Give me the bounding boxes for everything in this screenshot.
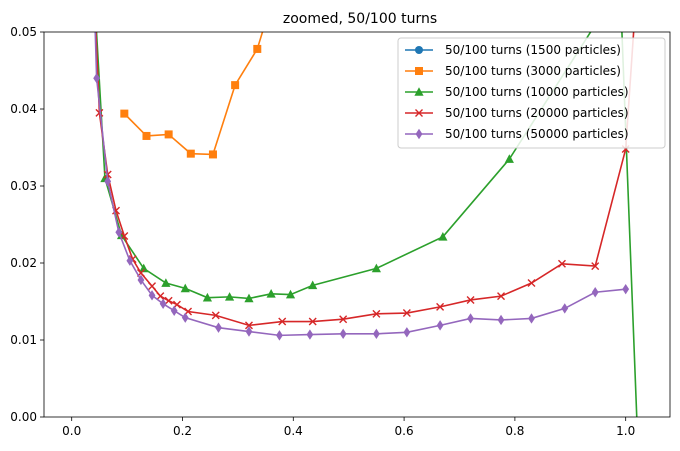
series-line-1 bbox=[123, 32, 264, 156]
legend: 50/100 turns (1500 particles) 50/100 turn… bbox=[397, 37, 666, 149]
legend-label: 50/100 turns (1500 particles) bbox=[445, 43, 621, 57]
data-point bbox=[497, 314, 505, 326]
y-tick-label: 0.01 bbox=[10, 333, 37, 347]
data-point bbox=[93, 73, 101, 84]
data-point bbox=[126, 255, 134, 266]
legend-entry-4: 50/100 turns (50000 particles) bbox=[405, 127, 629, 141]
data-point bbox=[245, 326, 253, 337]
legend-entry-2: 50/100 turns (10000 particles) bbox=[405, 85, 629, 99]
y-tick-label: 0.03 bbox=[10, 179, 37, 193]
data-point bbox=[159, 298, 167, 310]
data-point bbox=[285, 289, 296, 299]
legend-entry-1: 50/100 turns (3000 particles) bbox=[405, 64, 621, 78]
data-point bbox=[244, 321, 253, 330]
data-point bbox=[186, 149, 195, 158]
data-point bbox=[591, 287, 599, 298]
legend-label: 50/100 turns (3000 particles) bbox=[445, 64, 621, 78]
legend-marker bbox=[415, 128, 423, 140]
x-tick-label: 1.0 bbox=[616, 424, 635, 438]
data-point bbox=[371, 263, 381, 273]
series-layer bbox=[93, 32, 638, 417]
data-point bbox=[436, 320, 444, 331]
data-point bbox=[372, 328, 380, 340]
data-point bbox=[527, 279, 536, 288]
data-point bbox=[403, 327, 411, 338]
data-point bbox=[436, 302, 445, 311]
data-point bbox=[528, 313, 535, 324]
data-point bbox=[402, 309, 411, 318]
legend-marker bbox=[415, 109, 423, 117]
data-point bbox=[95, 108, 104, 117]
data-point bbox=[339, 315, 348, 324]
axes-layer: 0.0 0.2 0.4 0.6 0.8 1.0 0.00 0.01 0.02 0.03 0.04 0.… bbox=[10, 25, 635, 438]
data-point bbox=[308, 317, 317, 326]
data-point bbox=[148, 290, 156, 301]
legend-marker bbox=[415, 67, 423, 75]
data-point bbox=[306, 329, 314, 340]
data-point bbox=[467, 313, 474, 324]
data-point bbox=[466, 295, 475, 304]
data-point bbox=[156, 292, 165, 301]
data-point bbox=[622, 283, 630, 295]
x-tick-label: 0.2 bbox=[173, 424, 192, 438]
data-point bbox=[115, 227, 123, 238]
data-point bbox=[224, 292, 235, 301]
data-point bbox=[139, 263, 149, 273]
legend-marker bbox=[414, 87, 424, 96]
data-point bbox=[202, 292, 213, 302]
data-point bbox=[137, 274, 145, 286]
legend-marker bbox=[415, 46, 423, 54]
series-1 bbox=[120, 32, 264, 159]
y-tick-label: 0.05 bbox=[10, 25, 37, 39]
legend-entry-3: 50/100 turns (20000 particles) bbox=[405, 106, 629, 120]
x-tick-label: 0.8 bbox=[505, 424, 524, 438]
data-point bbox=[164, 130, 173, 139]
data-point bbox=[148, 282, 157, 291]
x-tick-label: 0.4 bbox=[284, 424, 303, 438]
data-point bbox=[372, 309, 381, 318]
data-point bbox=[308, 280, 318, 290]
data-point bbox=[215, 322, 222, 333]
data-point bbox=[161, 278, 171, 287]
data-point bbox=[557, 259, 566, 268]
series-4 bbox=[93, 32, 630, 341]
legend-label: 50/100 turns (10000 particles) bbox=[445, 85, 629, 99]
data-point bbox=[339, 328, 347, 340]
x-tick-label: 0.6 bbox=[395, 424, 414, 438]
x-tick-label: 0.0 bbox=[62, 424, 81, 438]
data-point bbox=[180, 283, 190, 293]
data-point bbox=[278, 317, 287, 326]
chart-title: zoomed, 50/100 turns bbox=[283, 11, 437, 27]
series-line-4 bbox=[94, 32, 626, 337]
data-point bbox=[170, 305, 178, 316]
y-tick-label: 0.04 bbox=[10, 102, 37, 116]
data-point bbox=[164, 296, 173, 305]
data-point bbox=[208, 150, 217, 159]
data-point bbox=[253, 44, 262, 53]
data-point bbox=[276, 330, 283, 341]
legend-entry-0: 50/100 turns (1500 particles) bbox=[405, 43, 621, 57]
data-point bbox=[591, 262, 600, 271]
data-point bbox=[438, 232, 448, 241]
legend-box bbox=[397, 37, 666, 149]
data-point bbox=[504, 154, 514, 163]
data-point bbox=[244, 293, 254, 303]
data-point bbox=[231, 81, 240, 90]
legend-label: 50/100 turns (20000 particles) bbox=[445, 106, 629, 120]
legend-label: 50/100 turns (50000 particles) bbox=[445, 127, 629, 141]
data-point bbox=[211, 311, 220, 320]
data-point bbox=[120, 109, 129, 118]
data-point bbox=[142, 131, 151, 140]
data-point bbox=[104, 176, 112, 187]
data-point bbox=[561, 303, 569, 314]
data-point bbox=[181, 312, 189, 323]
y-tick-label: 0.02 bbox=[10, 256, 37, 270]
data-point bbox=[266, 289, 276, 298]
y-tick-label: 0.00 bbox=[10, 410, 37, 424]
plot-frame bbox=[43, 31, 671, 418]
data-point bbox=[497, 292, 506, 301]
